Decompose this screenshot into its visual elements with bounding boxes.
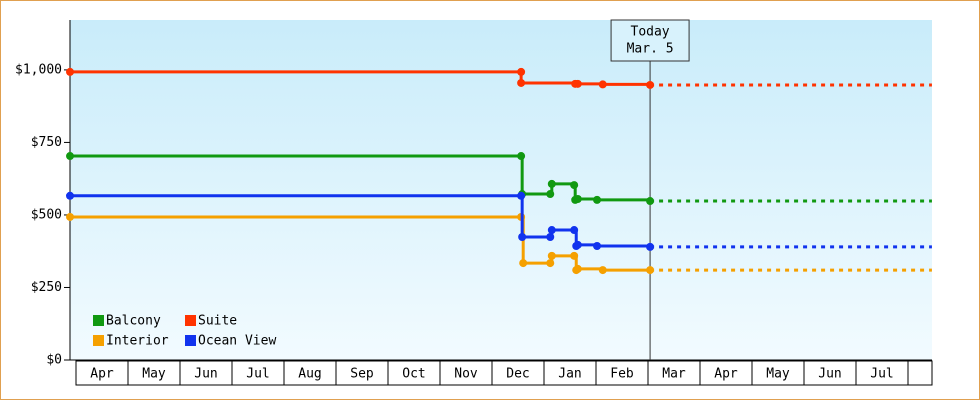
- legend-swatch: [93, 335, 104, 346]
- price-point: [547, 179, 556, 188]
- month-cell: [647, 360, 701, 386]
- month-cell: [491, 360, 545, 386]
- month-cell: [439, 360, 493, 386]
- x-tick-label: Oct: [402, 367, 425, 382]
- y-tick-label: $500: [31, 207, 62, 222]
- month-cell: [543, 360, 597, 386]
- price-point: [546, 259, 555, 268]
- price-point: [66, 191, 75, 200]
- price-point: [573, 194, 582, 203]
- price-point: [593, 195, 602, 204]
- x-tick-label: Feb: [610, 367, 634, 382]
- price-point: [547, 226, 556, 235]
- legend-label: Interior: [106, 334, 169, 349]
- month-cell: [179, 360, 233, 386]
- legend-label: Balcony: [106, 314, 161, 329]
- price-point: [570, 226, 579, 235]
- price-point: [66, 212, 75, 221]
- month-cell: [231, 360, 285, 386]
- price-point: [518, 232, 527, 241]
- price-point: [573, 240, 582, 249]
- month-cell: [75, 360, 129, 386]
- x-tick-label: Mar: [662, 367, 686, 382]
- y-tick-label: $250: [31, 280, 62, 295]
- price-point: [646, 80, 655, 89]
- month-cell: [855, 360, 909, 386]
- x-tick-label: May: [766, 367, 790, 382]
- x-tick-label: Jul: [870, 367, 893, 382]
- month-cell: [907, 360, 933, 386]
- y-tick-label: $1,000: [15, 62, 62, 77]
- legend-label: Suite: [198, 314, 237, 329]
- x-tick-label: Nov: [454, 367, 478, 382]
- month-cell: [283, 360, 337, 386]
- price-point: [573, 264, 582, 273]
- x-tick-label: Sep: [350, 367, 374, 382]
- legend-swatch: [93, 315, 104, 326]
- price-point: [517, 67, 526, 76]
- price-point: [598, 80, 607, 89]
- plot-area: [70, 20, 932, 360]
- price-point: [546, 190, 555, 199]
- price-point: [570, 251, 579, 260]
- month-cell: [387, 360, 441, 386]
- price-point: [646, 242, 655, 251]
- x-tick-label: Jun: [818, 367, 841, 382]
- x-tick-label: Dec: [506, 367, 529, 382]
- today-date: Mar. 5: [627, 42, 674, 57]
- month-cell: [335, 360, 389, 386]
- price-point: [573, 79, 582, 88]
- legend-swatch: [185, 335, 196, 346]
- x-tick-label: Apr: [90, 367, 114, 382]
- month-cell: [699, 360, 753, 386]
- month-cell: [751, 360, 805, 386]
- price-point: [646, 266, 655, 275]
- price-point: [66, 152, 75, 161]
- y-tick-label: $0: [46, 353, 62, 368]
- x-tick-label: Jun: [194, 367, 217, 382]
- legend-label: Ocean View: [198, 334, 276, 349]
- price-point: [593, 241, 602, 250]
- x-tick-label: Apr: [714, 367, 738, 382]
- price-point: [517, 191, 526, 200]
- month-cell: [127, 360, 181, 386]
- price-point: [517, 152, 526, 161]
- price-point: [570, 181, 579, 190]
- today-label: Today: [631, 25, 670, 40]
- price-point: [547, 251, 556, 260]
- price-point: [598, 266, 607, 275]
- price-point: [546, 232, 555, 241]
- price-point: [519, 259, 528, 268]
- month-cell: [803, 360, 857, 386]
- today-box: [610, 19, 690, 62]
- price-point: [646, 197, 655, 206]
- price-point: [517, 78, 526, 87]
- x-tick-label: May: [142, 367, 166, 382]
- x-tick-label: Jul: [246, 367, 269, 382]
- price-point: [66, 67, 75, 76]
- x-tick-label: Aug: [298, 367, 321, 382]
- x-tick-label: Jan: [558, 367, 581, 382]
- legend-swatch: [185, 315, 196, 326]
- y-tick-label: $750: [31, 135, 62, 150]
